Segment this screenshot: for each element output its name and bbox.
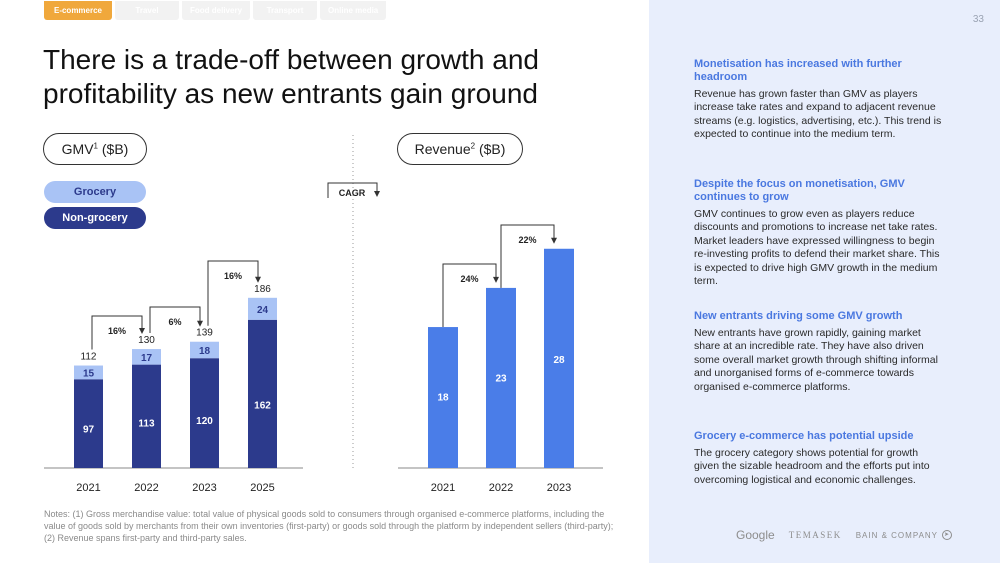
gmv-title-unit: ($B) [101, 141, 129, 157]
gmv-cagr-1-connector [149, 306, 201, 334]
gmv-bar-non-grocery-2022 [132, 364, 161, 468]
gmv-total-label: 112 [81, 352, 97, 363]
page-number: 33 [972, 14, 984, 25]
gmv-bar-grocery-2023 [190, 341, 219, 359]
legend-non-grocery: Non-grocery [44, 207, 146, 229]
gmv-cagr-2-connector [207, 260, 259, 326]
gmv-cagr-1-arrowhead-icon [197, 320, 203, 327]
gmv-non-grocery-value: 120 [196, 416, 213, 427]
gmv-cagr-0-label: 16% [108, 326, 126, 336]
insight-grocery: Grocery e-commerce has potential upside … [694, 430, 944, 487]
revenue-bar-2023 [544, 248, 574, 468]
legend-grocery: Grocery [44, 181, 146, 203]
insight-gmv-growth: Despite the focus on monetisation, GMV c… [694, 178, 944, 288]
charts-canvas: 97 15 112 2021 113 17 130 2022 120 18 139 2023 162 24… [44, 135, 603, 494]
gmv-cagr-2-label: 16% [224, 271, 242, 281]
bain-logo-text: BAIN & COMPANY [855, 530, 939, 540]
revenue-chart-title: Revenue2 ($B) [397, 133, 523, 165]
revenue-x-tick: 2021 [431, 482, 455, 494]
insight-heading: Grocery e-commerce has potential upside [694, 430, 914, 442]
gmv-total-label: 130 [138, 335, 155, 346]
gmv-grocery-value: 15 [83, 368, 95, 379]
gmv-cagr-2-arrowhead-icon [255, 276, 261, 283]
slide-title: There is a trade-off between growth and … [43, 44, 540, 109]
gmv-x-tick: 2025 [250, 482, 274, 494]
insights-panel: 33 Monetisation has increased with furth… [649, 0, 1000, 563]
revenue-cagr-1-arrowhead-icon [551, 237, 557, 244]
insight-heading: Monetisation has increased with further … [694, 58, 902, 83]
revenue-cagr-1-connector [500, 224, 555, 288]
gmv-cagr-1-label: 6% [168, 317, 181, 327]
partner-logos: Google TEMASEK BAIN & COMPANY ➤ [736, 528, 953, 542]
gmv-x-tick: 2023 [192, 482, 216, 494]
gmv-bar-grocery-2022 [132, 349, 161, 365]
revenue-cagr-1-label: 22% [518, 235, 536, 245]
gmv-bar-non-grocery-2025 [248, 319, 277, 468]
revenue-x-tick: 2022 [489, 482, 513, 494]
revenue-title-unit: ($B) [478, 141, 506, 157]
insight-body: Revenue has grown faster than GMV as pla… [694, 88, 942, 141]
gmv-grocery-value: 17 [141, 353, 153, 364]
bain-circle-icon: ➤ [942, 530, 953, 540]
gmv-cagr-0-connector [91, 315, 143, 350]
gmv-non-grocery-value: 113 [138, 419, 155, 430]
revenue-value: 23 [495, 374, 507, 385]
revenue-value: 28 [553, 355, 565, 366]
temasek-logo: TEMASEK [788, 530, 842, 540]
footnotes: Notes: (1) Gross merchandise value: tota… [44, 509, 614, 543]
tab-transport[interactable]: Transport [253, 1, 318, 20]
tab-online-media[interactable]: Online media [320, 1, 387, 20]
revenue-bar-2021 [428, 327, 458, 468]
gmv-grocery-value: 24 [257, 305, 269, 316]
gmv-footnote-ref: 1 [93, 141, 98, 151]
gmv-bar-grocery-2025 [248, 297, 277, 320]
gmv-bar-non-grocery-2021 [74, 379, 103, 468]
gmv-total-label: 186 [254, 284, 271, 295]
revenue-value: 18 [437, 392, 449, 403]
gmv-non-grocery-value: 162 [254, 401, 271, 412]
cagr-arrowhead-icon [374, 191, 380, 197]
gmv-total-label: 139 [196, 328, 213, 339]
bain-logo: BAIN & COMPANY ➤ [855, 530, 953, 540]
cagr-legend-label: CAGR [339, 188, 366, 198]
gmv-non-grocery-value: 97 [83, 424, 95, 435]
category-tabs: E-commerce Travel Food delivery Transpor… [44, 1, 387, 20]
gmv-x-tick: 2022 [134, 482, 158, 494]
insight-new-entrants: New entrants driving some GMV growth New… [694, 310, 944, 394]
tab-e-commerce[interactable]: E-commerce [44, 1, 112, 20]
gmv-title-label: GMV [61, 141, 94, 157]
insight-body: GMV continues to grow even as players re… [694, 208, 940, 288]
revenue-bar-2022 [486, 287, 516, 468]
insight-body: The grocery category shows potential for… [694, 447, 930, 486]
insight-body: New entrants have grown rapidly, gaining… [694, 327, 938, 393]
revenue-x-tick: 2023 [547, 482, 571, 494]
insight-heading: New entrants driving some GMV growth [694, 310, 903, 322]
google-logo: Google [736, 528, 775, 542]
revenue-footnote-ref: 2 [470, 141, 476, 151]
revenue-cagr-0-label: 24% [460, 274, 478, 284]
gmv-bar-non-grocery-2023 [190, 358, 219, 468]
insight-heading: Despite the focus on monetisation, GMV c… [694, 178, 905, 203]
revenue-cagr-0-arrowhead-icon [493, 276, 499, 283]
gmv-cagr-0-arrowhead-icon [139, 328, 145, 335]
gmv-x-tick: 2021 [76, 482, 100, 494]
gmv-bar-grocery-2021 [74, 365, 103, 380]
insight-monetisation: Monetisation has increased with further … [694, 58, 944, 142]
cagr-marker-connector [327, 182, 378, 198]
tab-travel[interactable]: Travel [115, 1, 179, 20]
gmv-grocery-value: 18 [199, 346, 211, 357]
revenue-cagr-0-connector [442, 263, 497, 328]
gmv-chart-title: GMV1 ($B) [43, 133, 147, 165]
revenue-title-label: Revenue [414, 141, 471, 157]
tab-food-delivery[interactable]: Food delivery [182, 1, 251, 20]
